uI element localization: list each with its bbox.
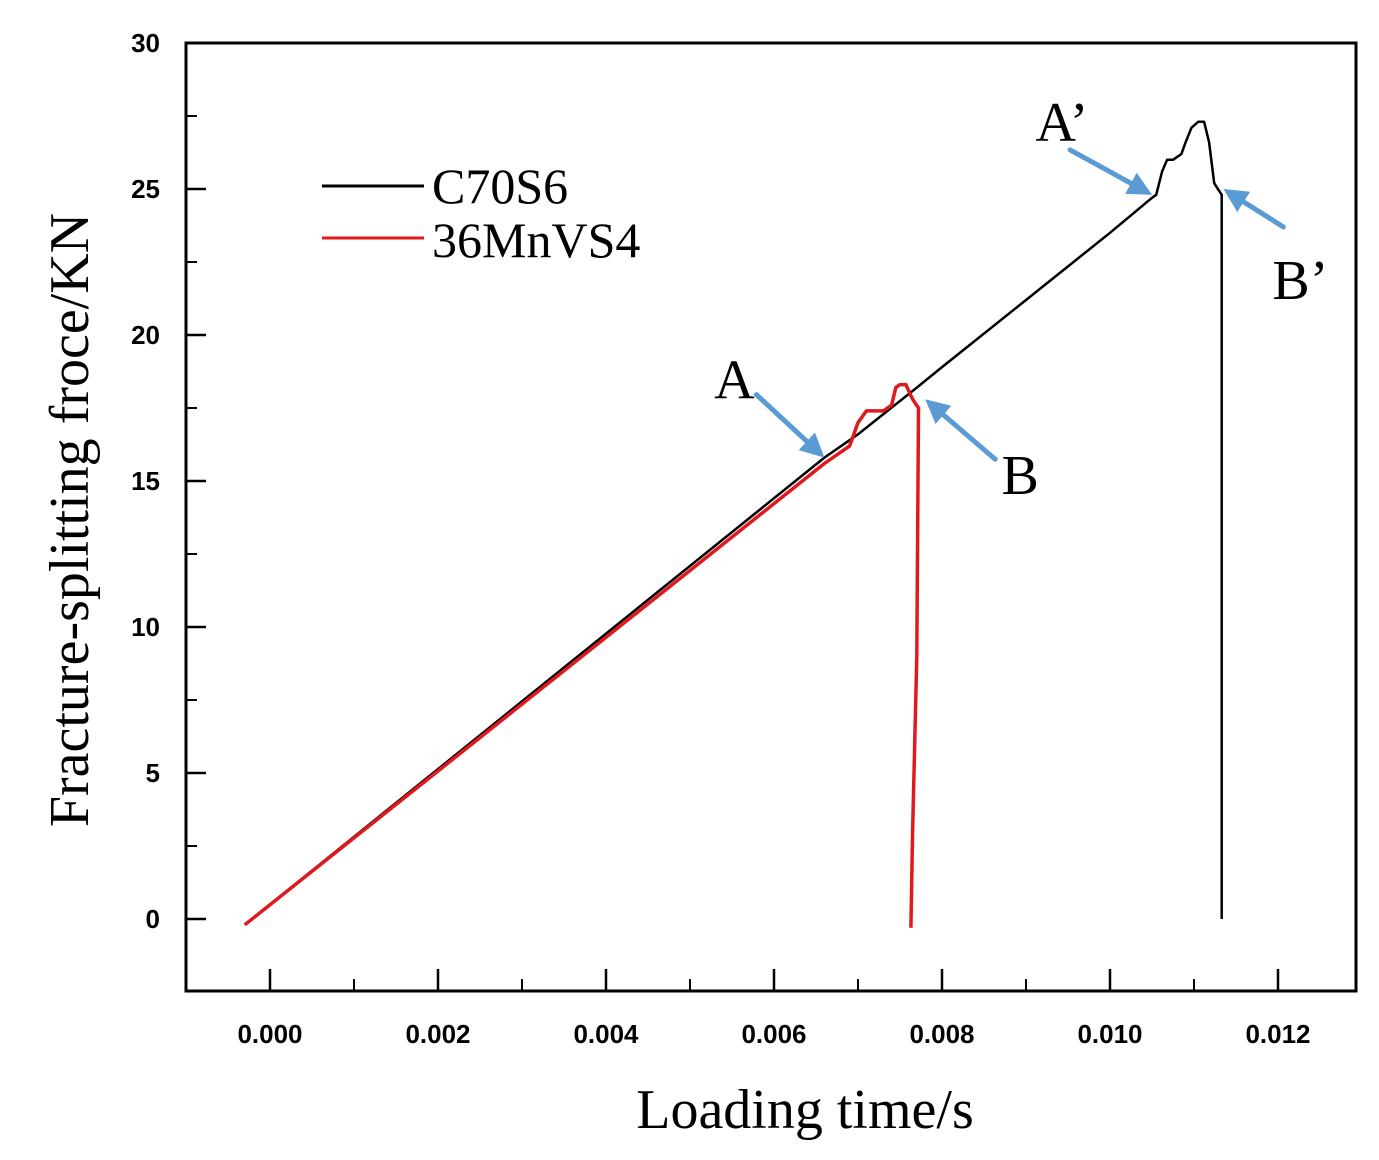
legend: C70S6 36MnVS4	[322, 158, 640, 268]
annotation-arrow-head	[798, 432, 825, 458]
y-tick-label: 5	[146, 758, 160, 788]
annotation-label: B	[1002, 445, 1039, 507]
legend-label-36mnvs4: 36MnVS4	[432, 212, 640, 268]
y-tick-label: 0	[146, 904, 160, 934]
annotation-label: A’	[1036, 92, 1089, 154]
annotation-label: B’	[1272, 250, 1328, 312]
y-axis-title: Fracture-splitting froce/KN	[39, 213, 101, 827]
y-tick-label: 15	[131, 466, 160, 496]
x-axis-title: Loading time/s	[636, 1079, 974, 1141]
annotation-arrow-head	[1125, 172, 1152, 195]
y-tick-label: 20	[131, 320, 160, 350]
legend-label-c70s6: C70S6	[432, 158, 568, 214]
series-line-36mnvs4	[243, 382, 921, 928]
annotations-layer: A B A’ B’	[714, 92, 1328, 507]
x-tick-label: 0.010	[1077, 1019, 1142, 1049]
series-layer	[243, 120, 1223, 928]
annotation-arrow-head	[925, 399, 952, 424]
series-line-c70s6	[244, 120, 1223, 926]
x-tick-label: 0.008	[909, 1019, 974, 1049]
plot-frame	[184, 41, 1358, 993]
annotation-arrow-shaft	[1241, 199, 1286, 230]
x-tick-label: 0.012	[1245, 1019, 1310, 1049]
annotation-arrow-shaft	[753, 392, 810, 444]
annotation-arrow-shaft	[1067, 147, 1134, 186]
x-tick-label: 0.002	[405, 1019, 470, 1049]
annotation-arrow-shaft	[940, 412, 998, 462]
x-tick-label: 0.004	[573, 1019, 639, 1049]
annotation-label: A	[714, 350, 755, 412]
y-axis-ticks: 0 5 10 15 20 25 30	[131, 28, 206, 934]
x-axis-ticks: 0.000 0.002 0.004 0.006 0.008 0.010 0.012	[237, 969, 1311, 1049]
y-tick-label: 30	[131, 28, 160, 58]
y-tick-label: 10	[131, 612, 160, 642]
x-tick-label: 0.006	[741, 1019, 806, 1049]
y-tick-label: 25	[131, 174, 160, 204]
annotation-arrow-head	[1223, 189, 1251, 212]
x-tick-label: 0.000	[237, 1019, 302, 1049]
